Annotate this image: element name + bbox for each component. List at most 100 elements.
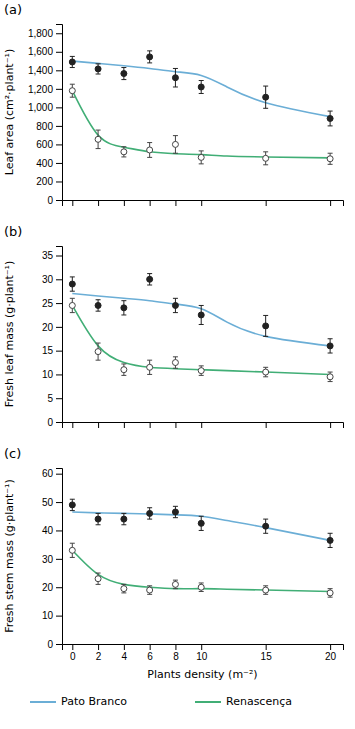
y-axis: 02004006008001,0001,2001,4001,6001,800 [28, 25, 63, 206]
x-tick-mark [72, 422, 73, 428]
y-tick-label: 20 [42, 582, 54, 593]
x-tick-mark [201, 422, 202, 428]
x-tick-mark [175, 200, 176, 206]
y-tick: 0 [47, 639, 62, 650]
legend-swatch [30, 701, 56, 703]
y-tick-label: 1,200 [28, 84, 53, 95]
x-tick-mark [175, 422, 176, 428]
point [69, 281, 75, 287]
y-tick: 60 [42, 468, 62, 479]
y-tick-mark [56, 374, 62, 375]
error-bar [147, 508, 152, 519]
point [95, 302, 101, 308]
error-bar [121, 364, 126, 375]
error-bar [121, 513, 126, 524]
point [95, 66, 101, 72]
x-tick [330, 200, 331, 206]
y-tick-label: 40 [42, 525, 54, 536]
error-bar [70, 56, 75, 67]
y-tick: 600 [36, 139, 62, 150]
point [198, 84, 204, 90]
x-tick-label: 4 [122, 651, 128, 662]
error-bar [328, 339, 333, 353]
x-tick [175, 422, 176, 428]
point [147, 276, 153, 282]
y-tick-mark [56, 422, 62, 423]
error-bar [173, 580, 178, 589]
point [198, 520, 204, 526]
y-tick-mark [56, 644, 62, 645]
point [172, 141, 178, 147]
x-axis-line [63, 201, 344, 207]
x-tick-mark [266, 644, 267, 650]
y-tick-mark [56, 200, 62, 201]
error-bar [199, 583, 204, 592]
x-tick [72, 200, 73, 206]
y-tick-label: 10 [42, 369, 54, 380]
x-tick-mark [330, 644, 331, 650]
error-bar [147, 51, 152, 63]
error-bar [96, 573, 101, 584]
x-tick-mark [124, 422, 125, 428]
y-tick: 400 [36, 158, 62, 169]
x-tick: 8 [173, 644, 179, 662]
error-bar [328, 533, 333, 547]
y-tick: 200 [36, 176, 62, 187]
point [95, 516, 101, 522]
error-bar [328, 372, 333, 382]
x-tick [201, 422, 202, 428]
x-tick-mark [330, 422, 331, 428]
y-tick: 30 [42, 274, 62, 285]
error-bar [121, 68, 126, 80]
plot-area [69, 51, 333, 165]
x-tick [266, 422, 267, 428]
x-tick [98, 422, 99, 428]
error-bar [96, 513, 101, 524]
y-tick-label: 0 [47, 639, 53, 650]
x-tick [72, 422, 73, 428]
y-tick: 35 [42, 250, 62, 261]
y-tick-label: 30 [42, 554, 54, 565]
x-tick-label: 0 [70, 651, 76, 662]
x-tick [124, 200, 125, 206]
point [121, 516, 127, 522]
y-axis-title: Leaf area (cm²·plant⁻¹) [3, 49, 16, 175]
y-tick-label: 400 [36, 158, 53, 169]
error-bar [121, 584, 126, 593]
legend-label: Pato Branco [61, 695, 127, 708]
y-tick-mark [56, 303, 62, 304]
x-tick-label: 2 [96, 651, 102, 662]
y-tick-label: 60 [42, 468, 54, 479]
x-tick [150, 200, 151, 206]
panel: 05101520253035(b)Fresh leaf mass (g·plan… [3, 224, 344, 428]
point [263, 323, 269, 329]
point [263, 155, 269, 161]
y-tick: 1,200 [28, 84, 62, 95]
x-tick: 0 [70, 644, 76, 662]
y-tick-label: 800 [36, 121, 53, 132]
y-axis-line [56, 247, 63, 423]
point [147, 147, 153, 153]
y-axis-title: Fresh stem mass (g·plant⁻¹) [3, 479, 16, 633]
y-tick-label: 5 [47, 393, 53, 404]
error-bar [263, 315, 268, 336]
y-tick-mark [56, 107, 62, 108]
point [198, 312, 204, 318]
point [172, 302, 178, 308]
y-tick-label: 0 [47, 195, 53, 206]
y-axis-line [56, 469, 63, 645]
panel-label: (a) [4, 2, 22, 17]
error-bar [328, 589, 333, 598]
point [172, 581, 178, 587]
y-tick: 1,000 [28, 102, 62, 113]
y-tick-mark [56, 89, 62, 90]
point [121, 305, 127, 311]
plot-area [69, 499, 333, 597]
error-bar [199, 516, 204, 530]
x-tick-mark [124, 200, 125, 206]
curve [72, 305, 330, 374]
error-bar [199, 305, 204, 324]
error-bar [96, 130, 101, 149]
error-bar [96, 64, 101, 74]
error-bar [70, 499, 75, 510]
